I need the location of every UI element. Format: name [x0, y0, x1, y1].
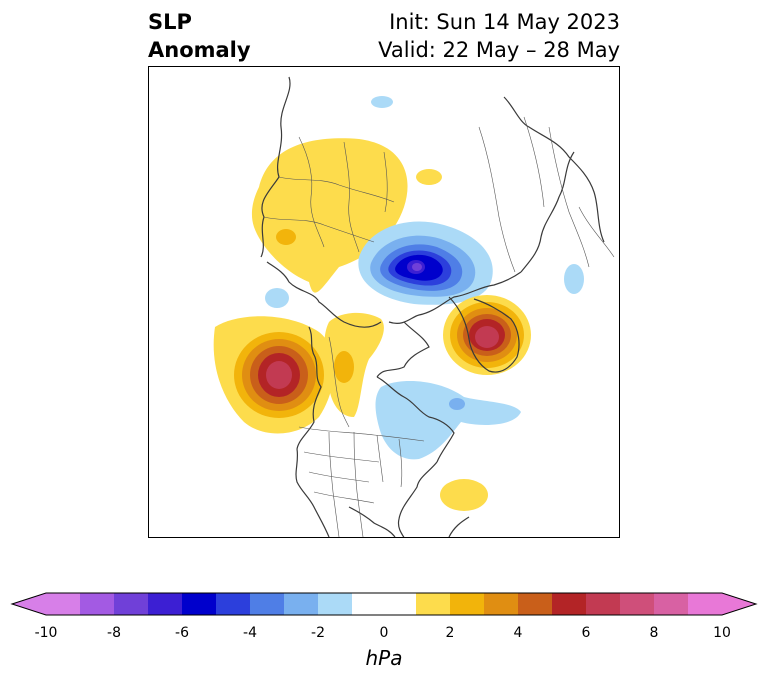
- colorbar-segment: [80, 593, 114, 615]
- anomaly-negative-atlantic: [375, 381, 521, 460]
- colorbar-tick-label: 4: [513, 625, 523, 641]
- colorbar-tick-label: -4: [243, 625, 257, 641]
- colorbar-tick-label: 10: [713, 625, 731, 641]
- anomaly-negative-arctic-low: [358, 221, 493, 305]
- colorbar-segment: [586, 593, 620, 615]
- map-panel: [148, 66, 620, 538]
- colorbar-tick-label: 6: [581, 625, 591, 641]
- forecast-period: Init: Sun 14 May 2023 Valid: 22 May – 28…: [378, 8, 620, 64]
- valid-period: Valid: 22 May – 28 May: [378, 38, 620, 62]
- colorbar-segment: [46, 593, 80, 615]
- title-line-2: Anomaly: [148, 38, 251, 62]
- colorbar-tick-label: -10: [34, 625, 58, 641]
- colorbar-segment: [688, 593, 722, 615]
- colorbar-tick-label: -8: [107, 625, 121, 641]
- colorbar-segment: [654, 593, 688, 615]
- colorbar-segment: [216, 593, 250, 615]
- colorbar-segment: [416, 593, 450, 615]
- anomaly-positive-east-high: [443, 295, 531, 375]
- colorbar-segment: [148, 593, 182, 615]
- anomaly-positive-canada: [324, 312, 384, 417]
- colorbar-segment: [250, 593, 284, 615]
- colorbar-arrow-min: [12, 593, 46, 615]
- map-title: SLP Anomaly: [148, 8, 251, 64]
- colorbar-segment: [620, 593, 654, 615]
- colorbar-segment: [352, 593, 416, 615]
- colorbar-outline: [10, 592, 758, 616]
- map-background: [149, 67, 619, 537]
- colorbar-segment: [484, 593, 518, 615]
- colorbar-segment: [114, 593, 148, 615]
- colorbar-arrow-max: [722, 593, 756, 615]
- colorbar: [10, 592, 758, 616]
- colorbar-tick-label: 0: [379, 625, 389, 641]
- colorbar-segment: [284, 593, 318, 615]
- anomaly-positive-pacific-high: [213, 316, 334, 434]
- title-line-1: SLP: [148, 10, 192, 34]
- anomaly-negative-small-2: [265, 288, 289, 308]
- slp-anomaly-map: [149, 67, 619, 537]
- anomaly-positive-siberia: [251, 138, 442, 293]
- colorbar-segment: [552, 593, 586, 615]
- country-borders: [263, 116, 615, 537]
- colorbar-tick-label: 2: [445, 625, 455, 641]
- anomaly-positive-subtropical: [440, 479, 488, 511]
- anomaly-negative-small-3: [564, 264, 584, 294]
- colorbar-tick-label: 8: [649, 625, 659, 641]
- init-date: Init: Sun 14 May 2023: [389, 10, 620, 34]
- colorbar-tick-label: -6: [175, 625, 189, 641]
- colorbar-segment: [318, 593, 352, 615]
- colorbar-unit-label: hPa: [365, 646, 403, 670]
- colorbar-segment: [182, 593, 216, 615]
- coastlines: [260, 76, 605, 537]
- colorbar-tick-label: -2: [311, 625, 325, 641]
- colorbar-segment: [450, 593, 484, 615]
- anomaly-negative-small-1: [371, 96, 393, 108]
- colorbar-segment: [518, 593, 552, 615]
